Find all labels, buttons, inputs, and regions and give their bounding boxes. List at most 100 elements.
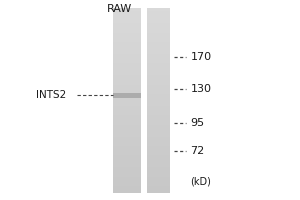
Bar — [112, 100, 141, 104]
Bar — [147, 177, 170, 181]
Bar — [147, 17, 170, 21]
Bar — [112, 103, 141, 107]
Bar — [112, 51, 141, 55]
Bar — [112, 174, 141, 178]
Bar — [147, 82, 170, 86]
Bar — [147, 109, 170, 113]
Bar — [112, 39, 141, 43]
Bar — [112, 92, 141, 98]
Bar — [147, 45, 170, 49]
Bar — [147, 146, 170, 150]
Bar — [112, 45, 141, 49]
Bar — [147, 72, 170, 76]
Bar — [112, 57, 141, 61]
Bar — [147, 143, 170, 147]
Bar — [112, 54, 141, 58]
Bar — [112, 91, 141, 95]
Bar — [112, 155, 141, 159]
Bar — [112, 112, 141, 116]
Bar — [112, 23, 141, 27]
Bar — [112, 167, 141, 172]
Bar — [147, 125, 170, 129]
Bar — [112, 106, 141, 110]
Bar — [112, 137, 141, 141]
Bar — [147, 167, 170, 172]
Bar — [147, 8, 170, 192]
Bar — [147, 8, 170, 12]
Bar — [147, 155, 170, 159]
Bar — [147, 189, 170, 193]
Bar — [112, 63, 141, 67]
Bar — [147, 158, 170, 162]
Bar — [112, 134, 141, 138]
Bar — [112, 20, 141, 24]
Bar — [112, 186, 141, 190]
Bar — [112, 149, 141, 153]
Text: (kD): (kD) — [190, 176, 212, 186]
Bar — [112, 36, 141, 40]
Bar — [147, 131, 170, 135]
Bar — [112, 121, 141, 126]
Bar — [112, 140, 141, 144]
Bar — [147, 106, 170, 110]
Bar — [112, 128, 141, 132]
Bar — [147, 23, 170, 27]
Bar — [112, 180, 141, 184]
Bar — [147, 54, 170, 58]
Bar — [147, 20, 170, 24]
Bar — [147, 118, 170, 122]
Bar — [147, 121, 170, 126]
Bar — [112, 26, 141, 30]
Bar — [112, 69, 141, 73]
Bar — [112, 97, 141, 101]
Bar — [112, 88, 141, 92]
Bar — [112, 143, 141, 147]
Bar — [112, 8, 141, 12]
Bar — [147, 103, 170, 107]
Bar — [112, 42, 141, 46]
Bar — [147, 33, 170, 37]
Bar — [147, 115, 170, 119]
Bar — [112, 17, 141, 21]
Bar — [112, 125, 141, 129]
Bar — [147, 186, 170, 190]
Bar — [147, 48, 170, 52]
Bar — [147, 134, 170, 138]
Bar — [112, 60, 141, 64]
Bar — [147, 174, 170, 178]
Bar — [147, 39, 170, 43]
Bar — [147, 85, 170, 89]
Text: 72: 72 — [190, 146, 205, 156]
Bar — [112, 131, 141, 135]
Bar — [147, 128, 170, 132]
Bar — [147, 97, 170, 101]
Bar — [147, 51, 170, 55]
Bar — [112, 79, 141, 83]
Bar — [147, 14, 170, 18]
Text: INTS2: INTS2 — [36, 90, 66, 100]
Bar — [112, 161, 141, 165]
Bar — [147, 164, 170, 168]
Bar — [147, 88, 170, 92]
Bar — [147, 171, 170, 175]
Bar — [112, 152, 141, 156]
Bar — [112, 14, 141, 18]
Bar — [147, 183, 170, 187]
Bar — [147, 11, 170, 15]
Bar — [112, 82, 141, 86]
Bar — [112, 189, 141, 193]
Bar — [147, 140, 170, 144]
Text: 170: 170 — [190, 52, 212, 62]
Bar — [147, 60, 170, 64]
Bar — [147, 112, 170, 116]
Bar — [112, 164, 141, 168]
Bar — [147, 57, 170, 61]
Bar — [112, 177, 141, 181]
Bar — [112, 118, 141, 122]
Bar — [112, 11, 141, 15]
Text: 95: 95 — [190, 118, 205, 128]
Bar — [147, 69, 170, 73]
Bar — [147, 180, 170, 184]
Bar — [112, 115, 141, 119]
Bar — [147, 161, 170, 165]
